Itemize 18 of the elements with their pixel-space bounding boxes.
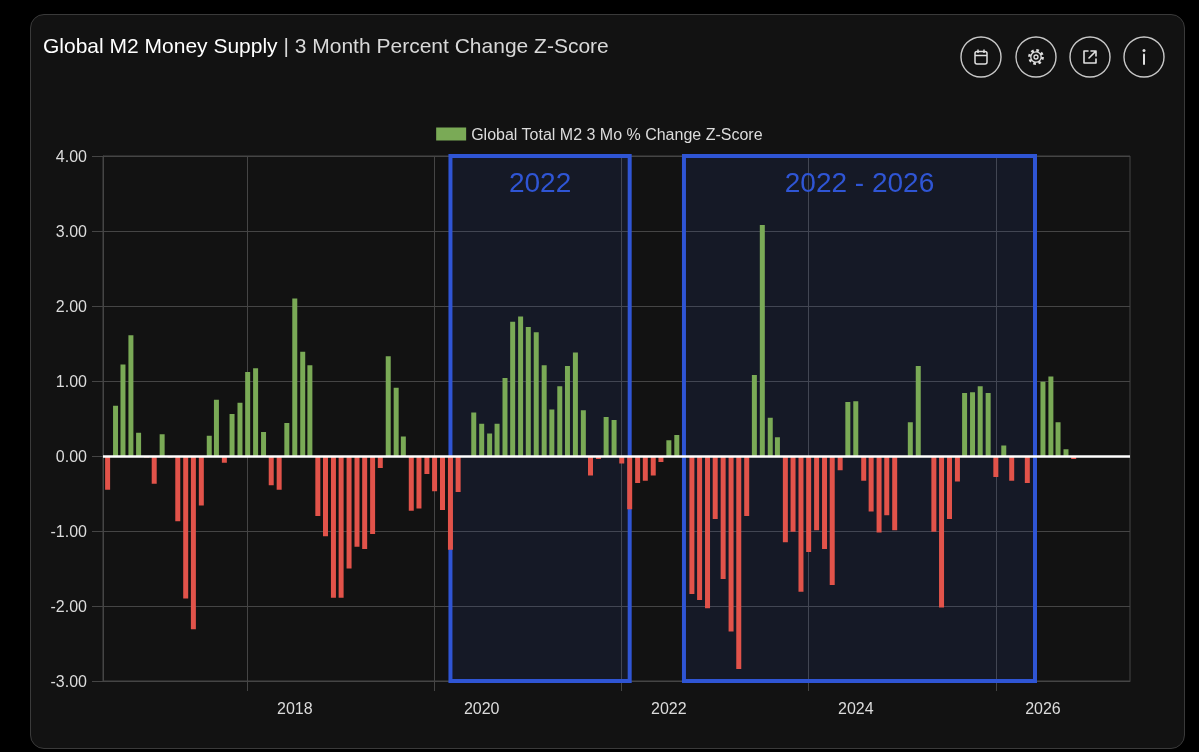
band-label: 2022 [508, 166, 572, 198]
y-tick-label: -2.00 [50, 597, 88, 615]
x-tick-label: 2024 [837, 699, 874, 717]
chart-subtitle: | 3 Month Percent Change Z-Score [283, 34, 609, 57]
legend-label: Global Total M2 3 Mo % Change Z-Score [471, 125, 763, 143]
band-label: 2022 - 2026 [784, 166, 935, 198]
x-tick-label: 2018 [276, 699, 313, 717]
y-tick-label: 2.00 [55, 297, 88, 315]
y-tick-label: 4.00 [55, 147, 88, 165]
y-tick-label: 0.00 [55, 447, 88, 465]
x-tick-label: 2022 [651, 699, 687, 717]
y-tick-label: -1.00 [50, 522, 88, 540]
y-tick-label: -3.00 [50, 672, 88, 690]
x-tick-label: 2026 [1025, 699, 1061, 717]
x-tick-label: 2020 [463, 699, 500, 717]
chart-title: Global M2 Money Supply [43, 34, 278, 57]
y-tick-label: 1.00 [55, 372, 88, 390]
y-tick-label: 3.00 [55, 222, 88, 240]
